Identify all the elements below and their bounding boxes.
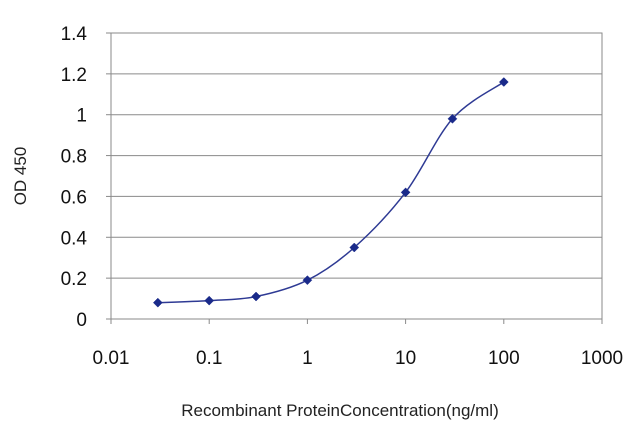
y-tick-label: 1.4 [61, 24, 88, 45]
x-axis: 0.01 0.1 1 10 100 1000 [93, 319, 623, 369]
data-point-marker [204, 295, 215, 306]
data-point-marker [349, 242, 360, 253]
y-axis: 0 0.2 0.4 0.6 0.8 1 1.2 1.4 [61, 24, 111, 331]
x-tick-label: 10 [395, 348, 416, 369]
y-tick-label: 0 [76, 310, 87, 331]
x-tick-label: 100 [488, 348, 520, 369]
y-tick-label: 0.8 [61, 147, 87, 168]
y-axis-title: OD 450 [11, 147, 30, 206]
y-tick-label: 0.2 [61, 269, 87, 290]
x-axis-title: Recombinant ProteinConcentration(ng/ml) [181, 401, 499, 420]
y-tick-label: 1 [76, 106, 87, 127]
x-tick-label: 0.01 [93, 348, 130, 369]
x-tick-label: 1 [302, 348, 313, 369]
data-point-marker [400, 187, 411, 198]
y-tick-label: 1.2 [61, 65, 87, 86]
data-point-marker [498, 77, 509, 87]
y-tick-label: 0.6 [61, 187, 87, 208]
data-point-marker [251, 291, 261, 302]
data-series [152, 77, 509, 308]
y-tick-label: 0.4 [61, 228, 88, 249]
x-tick-label: 1000 [581, 348, 623, 369]
data-point-marker [152, 297, 163, 308]
data-point-marker [302, 275, 313, 286]
gridlines [111, 32, 602, 320]
data-point-marker [447, 113, 458, 124]
plot-area [110, 32, 603, 320]
x-tick-label: 0.1 [196, 348, 222, 369]
